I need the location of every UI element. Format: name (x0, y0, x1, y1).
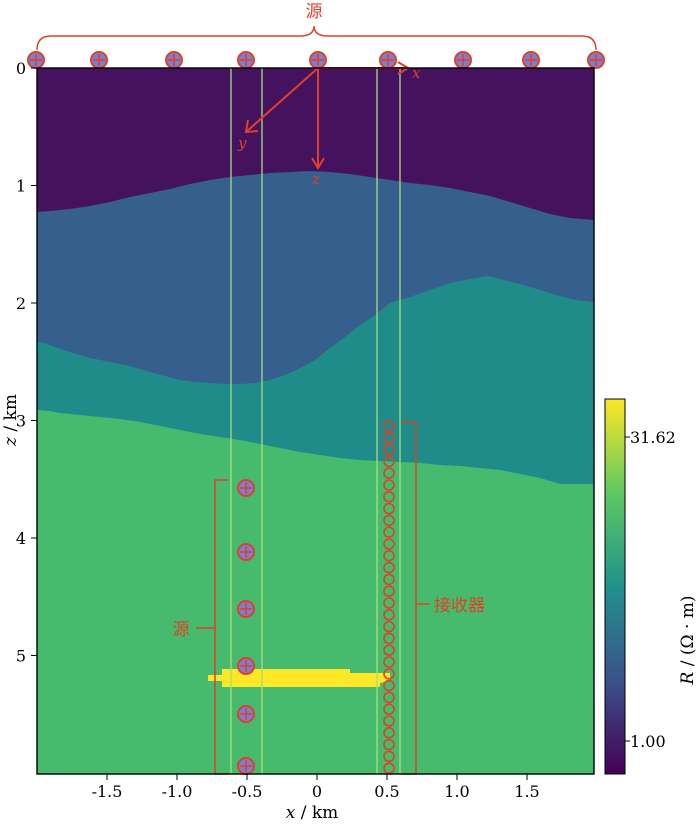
surface-source-marker (165, 51, 183, 69)
conductive-anomaly (208, 669, 390, 687)
surface-source-marker (587, 51, 605, 69)
surface-source-marker (379, 51, 397, 69)
surface-source-marker (454, 51, 472, 69)
receiver-marker (383, 644, 395, 657)
receiver-marker (383, 538, 395, 550)
x-tick-label: -1.5 (92, 782, 123, 801)
x-axis-label: x / km (286, 803, 339, 823)
receiver-marker (383, 715, 395, 727)
receiver-marker (383, 490, 395, 503)
y-axis-arrowhead (244, 119, 259, 134)
layer-1 (37, 68, 594, 220)
receiver-marker (383, 703, 395, 716)
x-tick-label: 0.5 (374, 782, 399, 801)
colorbar-max-label: 31.62 (630, 428, 676, 447)
z-axis-label-var: z (1, 436, 21, 447)
receiver-marker (383, 667, 395, 680)
colorbar (604, 398, 626, 775)
receiver-marker (383, 443, 395, 456)
colorbar-label: R / (Ω · m) (678, 595, 698, 685)
x-axis-label-var: x (286, 803, 296, 823)
receiver-marker (383, 762, 395, 775)
y-axis-letter: y (237, 134, 247, 152)
surface-source-marker (27, 51, 45, 69)
x-tick-label: -0.5 (232, 782, 263, 801)
left-source-label: 源 (173, 620, 190, 640)
receiver-marker (383, 455, 395, 468)
borehole-guides (230, 68, 401, 774)
borehole-source-marker (237, 657, 255, 675)
receiver-marker (383, 420, 395, 432)
borehole-source-marker (237, 600, 255, 618)
z-axis-letter: z (311, 170, 320, 188)
surface-source-marker (237, 51, 255, 69)
surface-source-marker (309, 51, 327, 69)
receiver-marker (383, 608, 395, 621)
y-axis-arrow (245, 67, 319, 133)
receiver-marker (383, 656, 395, 668)
receiver-column (383, 420, 395, 775)
z-tick-label: 5 (16, 647, 26, 666)
receiver-marker (383, 620, 395, 633)
z-axis-label-unit: / km (1, 394, 21, 437)
x-tick-label: 0 (312, 782, 322, 801)
z-axis-arrowhead (311, 157, 325, 170)
colorbar-label-var: R (678, 672, 698, 686)
top-source-brace (36, 25, 597, 51)
z-tick-label: 0 (16, 59, 26, 78)
z-tick-label: 1 (16, 177, 26, 196)
borehole-source-marker (237, 705, 255, 723)
z-tick-label: 2 (16, 294, 26, 313)
receiver-marker (383, 561, 395, 574)
z-tick-label: 4 (16, 529, 26, 548)
receiver-marker (383, 726, 395, 739)
top-source-row (27, 51, 605, 69)
borehole-source-marker (237, 757, 255, 775)
model-area (37, 68, 594, 774)
receiver-marker (383, 573, 395, 586)
receiver-marker (383, 431, 395, 444)
receiver-marker (383, 691, 395, 704)
x-tick-label: -1.0 (162, 782, 193, 801)
receiver-marker (383, 467, 395, 480)
borehole-source-marker (237, 543, 255, 561)
receiver-marker (383, 632, 395, 645)
receiver-marker (383, 514, 395, 527)
receiver-marker (383, 479, 395, 491)
receiver-label: 接收器 (434, 596, 485, 616)
receiver-marker (383, 750, 395, 763)
x-tick-label: 1.5 (514, 782, 539, 801)
x-axis-letter: x (412, 64, 421, 82)
x-axis-label-unit: / km (295, 803, 338, 823)
top-source-label: 源 (306, 2, 323, 22)
receiver-marker (383, 738, 395, 751)
receiver-marker (383, 585, 395, 598)
x-tick-label: 1.0 (444, 782, 469, 801)
colorbar-label-unit: / (Ω · m) (678, 595, 698, 671)
receiver-marker (383, 502, 395, 515)
receiver-marker (383, 526, 395, 539)
z-axis-label: z / km (1, 394, 21, 447)
colorbar-min-label: 1.00 (630, 732, 666, 751)
receiver-marker (383, 679, 395, 692)
surface-source-marker (522, 51, 540, 69)
z-tick-label: 3 (16, 412, 26, 431)
borehole-source-marker (237, 479, 255, 497)
x-axis-ticks: -1.5 -1.0 -0.5 0 0.5 1.0 1.5 (92, 774, 540, 801)
surface-source-marker (90, 51, 108, 69)
z-axis-ticks: 0 1 2 3 4 5 (16, 59, 37, 666)
receiver-marker (383, 597, 395, 609)
receiver-marker (383, 549, 395, 562)
left-source-column (237, 479, 255, 775)
